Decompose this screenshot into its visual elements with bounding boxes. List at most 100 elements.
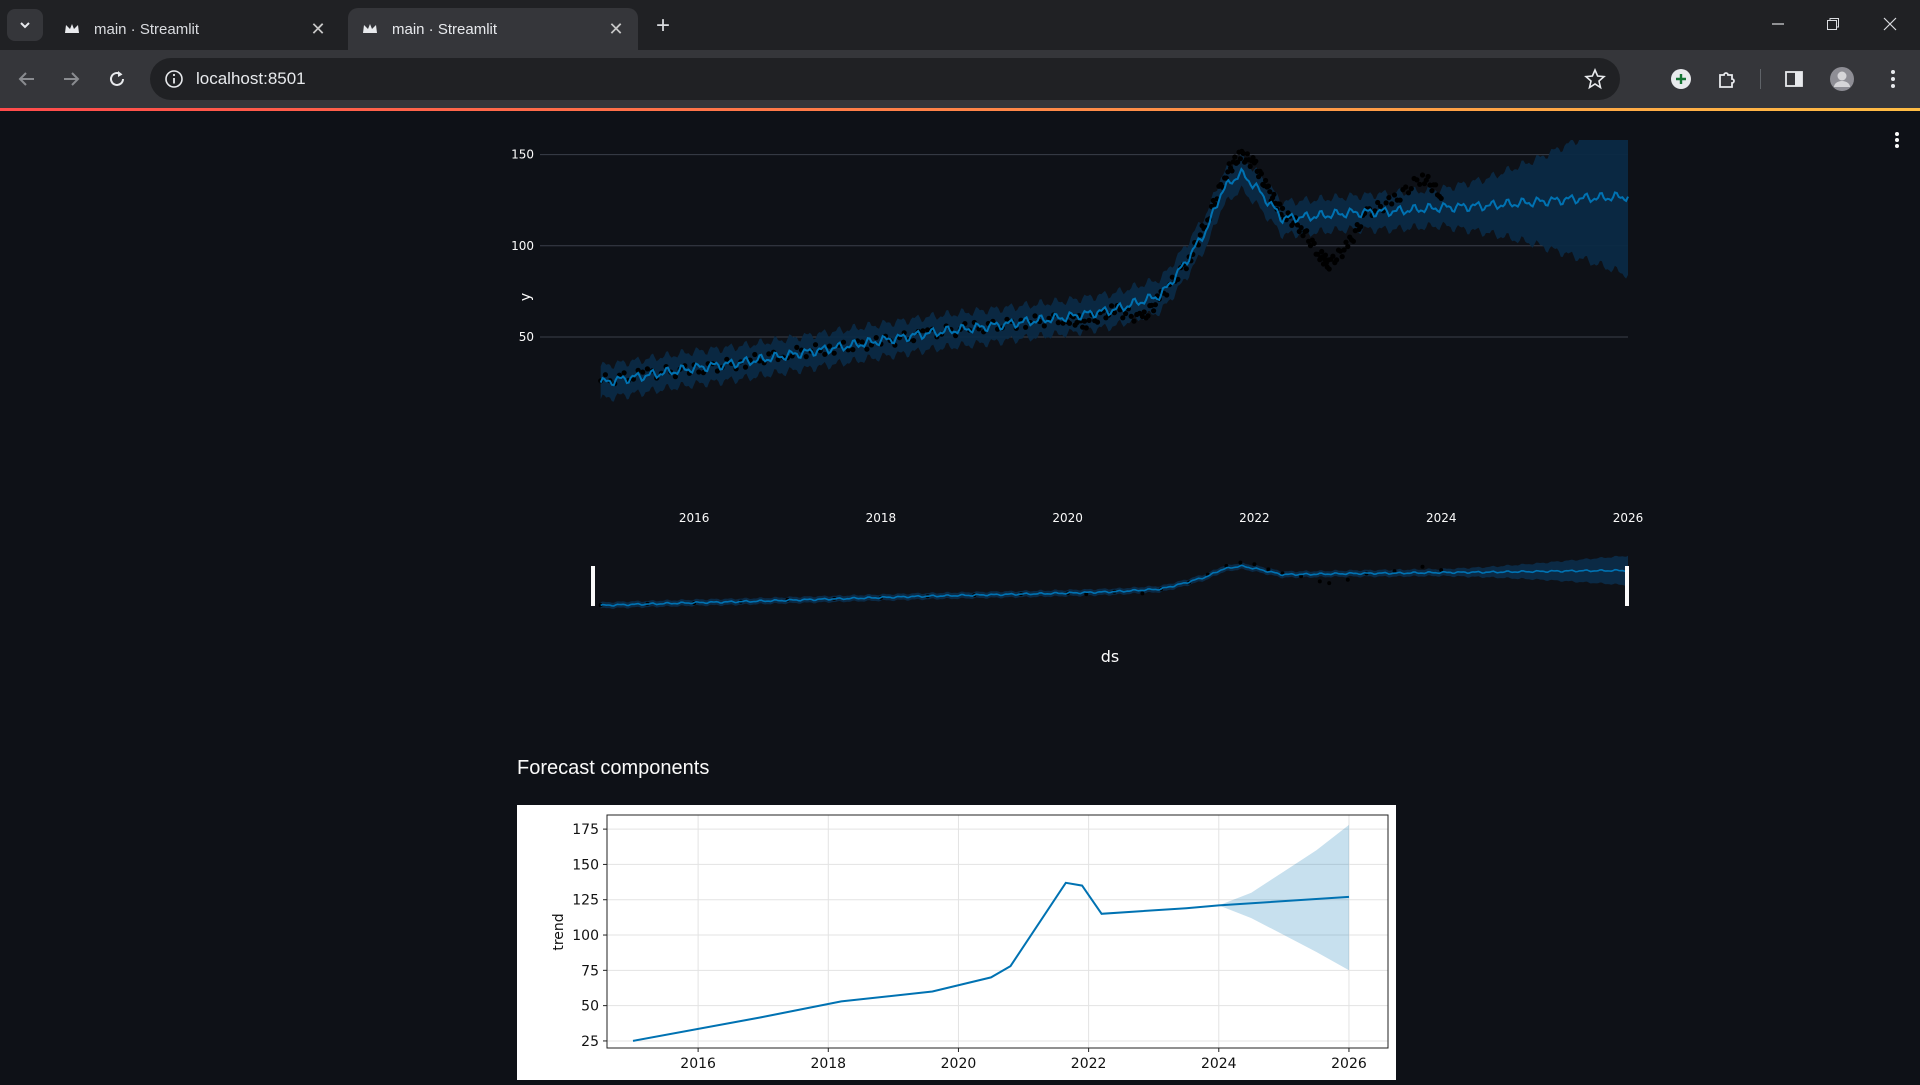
observed-point — [859, 339, 865, 345]
range-slider-point — [1266, 567, 1271, 572]
close-window-button[interactable] — [1872, 10, 1908, 38]
plot-frame — [606, 814, 1389, 1049]
observed-point — [1391, 192, 1398, 198]
y-tick-label: 100 — [572, 928, 599, 944]
observed-point — [672, 374, 678, 380]
site-info-icon[interactable] — [164, 69, 184, 94]
observed-point — [1212, 201, 1218, 207]
y-tick-label: 50 — [519, 330, 534, 344]
observed-point — [911, 338, 917, 344]
observed-point — [822, 351, 828, 357]
bookmark-star-icon[interactable] — [1584, 67, 1606, 95]
x-tick-label: 2020 — [1052, 511, 1083, 525]
range-slider-point — [1345, 577, 1350, 582]
x-tick-label: 2016 — [679, 511, 710, 525]
side-panel-icon[interactable] — [1778, 63, 1810, 95]
observed-point — [1339, 254, 1345, 260]
observed-point — [1419, 172, 1426, 178]
observed-point — [1109, 303, 1115, 309]
observed-point — [1296, 228, 1302, 235]
observed-point — [1345, 243, 1351, 250]
observed-point — [1235, 159, 1241, 165]
observed-point — [1232, 154, 1238, 160]
observed-point — [1081, 318, 1088, 324]
close-icon[interactable]: ✕ — [310, 18, 326, 39]
tab-main-streamlit-2[interactable]: main · Streamlit ✕ — [348, 8, 638, 50]
extension-add-icon[interactable] — [1665, 63, 1697, 95]
browser-menu-icon[interactable] — [1877, 63, 1909, 95]
observed-point — [1319, 248, 1325, 255]
tab-strip: main · Streamlit ✕ main · Streamlit ✕ + — [0, 0, 1920, 50]
observed-point — [1046, 315, 1052, 321]
observed-point — [630, 376, 636, 382]
observed-point — [1141, 309, 1147, 315]
tab-search-button[interactable] — [7, 9, 43, 41]
streamlit-decoration-bar — [0, 108, 1920, 111]
observed-point — [1375, 199, 1381, 206]
range-slider-point — [1327, 581, 1332, 586]
new-tab-button[interactable]: + — [655, 12, 670, 39]
observed-point — [840, 339, 847, 345]
address-bar[interactable]: localhost:8501 — [150, 58, 1620, 100]
minimize-icon — [1772, 23, 1784, 25]
observed-point — [1094, 319, 1101, 325]
x-tick-label: 2022 — [1239, 511, 1270, 525]
observed-point — [1083, 325, 1089, 331]
y-axis-label: y — [518, 293, 534, 301]
reload-button[interactable] — [101, 63, 133, 95]
y-tick-label: 100 — [511, 239, 534, 253]
forecast-plotly-chart[interactable]: 50 100 150 2016 2018 2020 2022 2024 2026 y ds — [500, 118, 1680, 680]
y-tick-label: 50 — [581, 999, 599, 1015]
observed-point — [1244, 151, 1250, 157]
range-slider-right-handle[interactable] — [1625, 566, 1629, 606]
range-slider-point — [1299, 574, 1304, 579]
observed-point — [1253, 158, 1259, 164]
browser-toolbar: localhost:8501 — [0, 50, 1920, 108]
observed-point — [1145, 313, 1151, 319]
observed-point — [1279, 205, 1286, 211]
tab-main-streamlit-1[interactable]: main · Streamlit ✕ — [50, 8, 340, 50]
range-slider[interactable] — [591, 555, 1629, 609]
forward-button[interactable] — [55, 63, 87, 95]
observed-point — [1322, 252, 1328, 258]
observed-point — [1304, 228, 1310, 234]
observed-point — [602, 372, 608, 378]
range-slider-point — [1392, 569, 1397, 574]
trend-uncertainty-band — [1218, 824, 1349, 971]
observed-point — [1433, 182, 1439, 188]
observed-point — [644, 366, 650, 372]
observed-point — [1004, 316, 1010, 322]
x-tick-label: 2024 — [1201, 1056, 1237, 1072]
url-text[interactable]: localhost:8501 — [196, 69, 306, 88]
close-icon[interactable]: ✕ — [608, 18, 624, 39]
x-tick-label: 2016 — [680, 1056, 716, 1072]
trend-axis-label: trend — [551, 913, 567, 950]
streamlit-crown-icon — [362, 21, 378, 37]
streamlit-crown-icon — [64, 21, 80, 37]
x-tick-label: 2026 — [1613, 511, 1644, 525]
observed-point — [1240, 150, 1246, 156]
restore-icon — [1827, 18, 1839, 30]
observed-point — [1123, 311, 1129, 317]
restore-button[interactable] — [1815, 10, 1851, 38]
back-button[interactable] — [11, 63, 43, 95]
observed-point — [1023, 324, 1029, 330]
range-slider-left-handle[interactable] — [591, 566, 595, 606]
observed-point — [635, 367, 641, 373]
forecast-chart-svg[interactable]: 50 100 150 2016 2018 2020 2022 2024 2026 y ds — [500, 118, 1680, 680]
observed-point — [1226, 161, 1232, 167]
observed-point — [724, 356, 730, 362]
range-slider-band — [600, 555, 1629, 609]
observed-point — [1414, 177, 1420, 183]
components-subheader: Forecast components — [517, 757, 710, 779]
profile-avatar[interactable] — [1826, 63, 1858, 95]
observed-point — [925, 327, 931, 333]
range-slider-point — [1238, 560, 1243, 565]
observed-point — [850, 347, 856, 353]
observed-point — [752, 351, 758, 358]
app-main-menu-icon[interactable] — [1892, 130, 1902, 152]
minimize-button[interactable] — [1760, 10, 1796, 38]
observed-point — [1377, 203, 1384, 209]
extensions-puzzle-icon[interactable] — [1711, 63, 1743, 95]
reload-icon — [110, 71, 124, 86]
